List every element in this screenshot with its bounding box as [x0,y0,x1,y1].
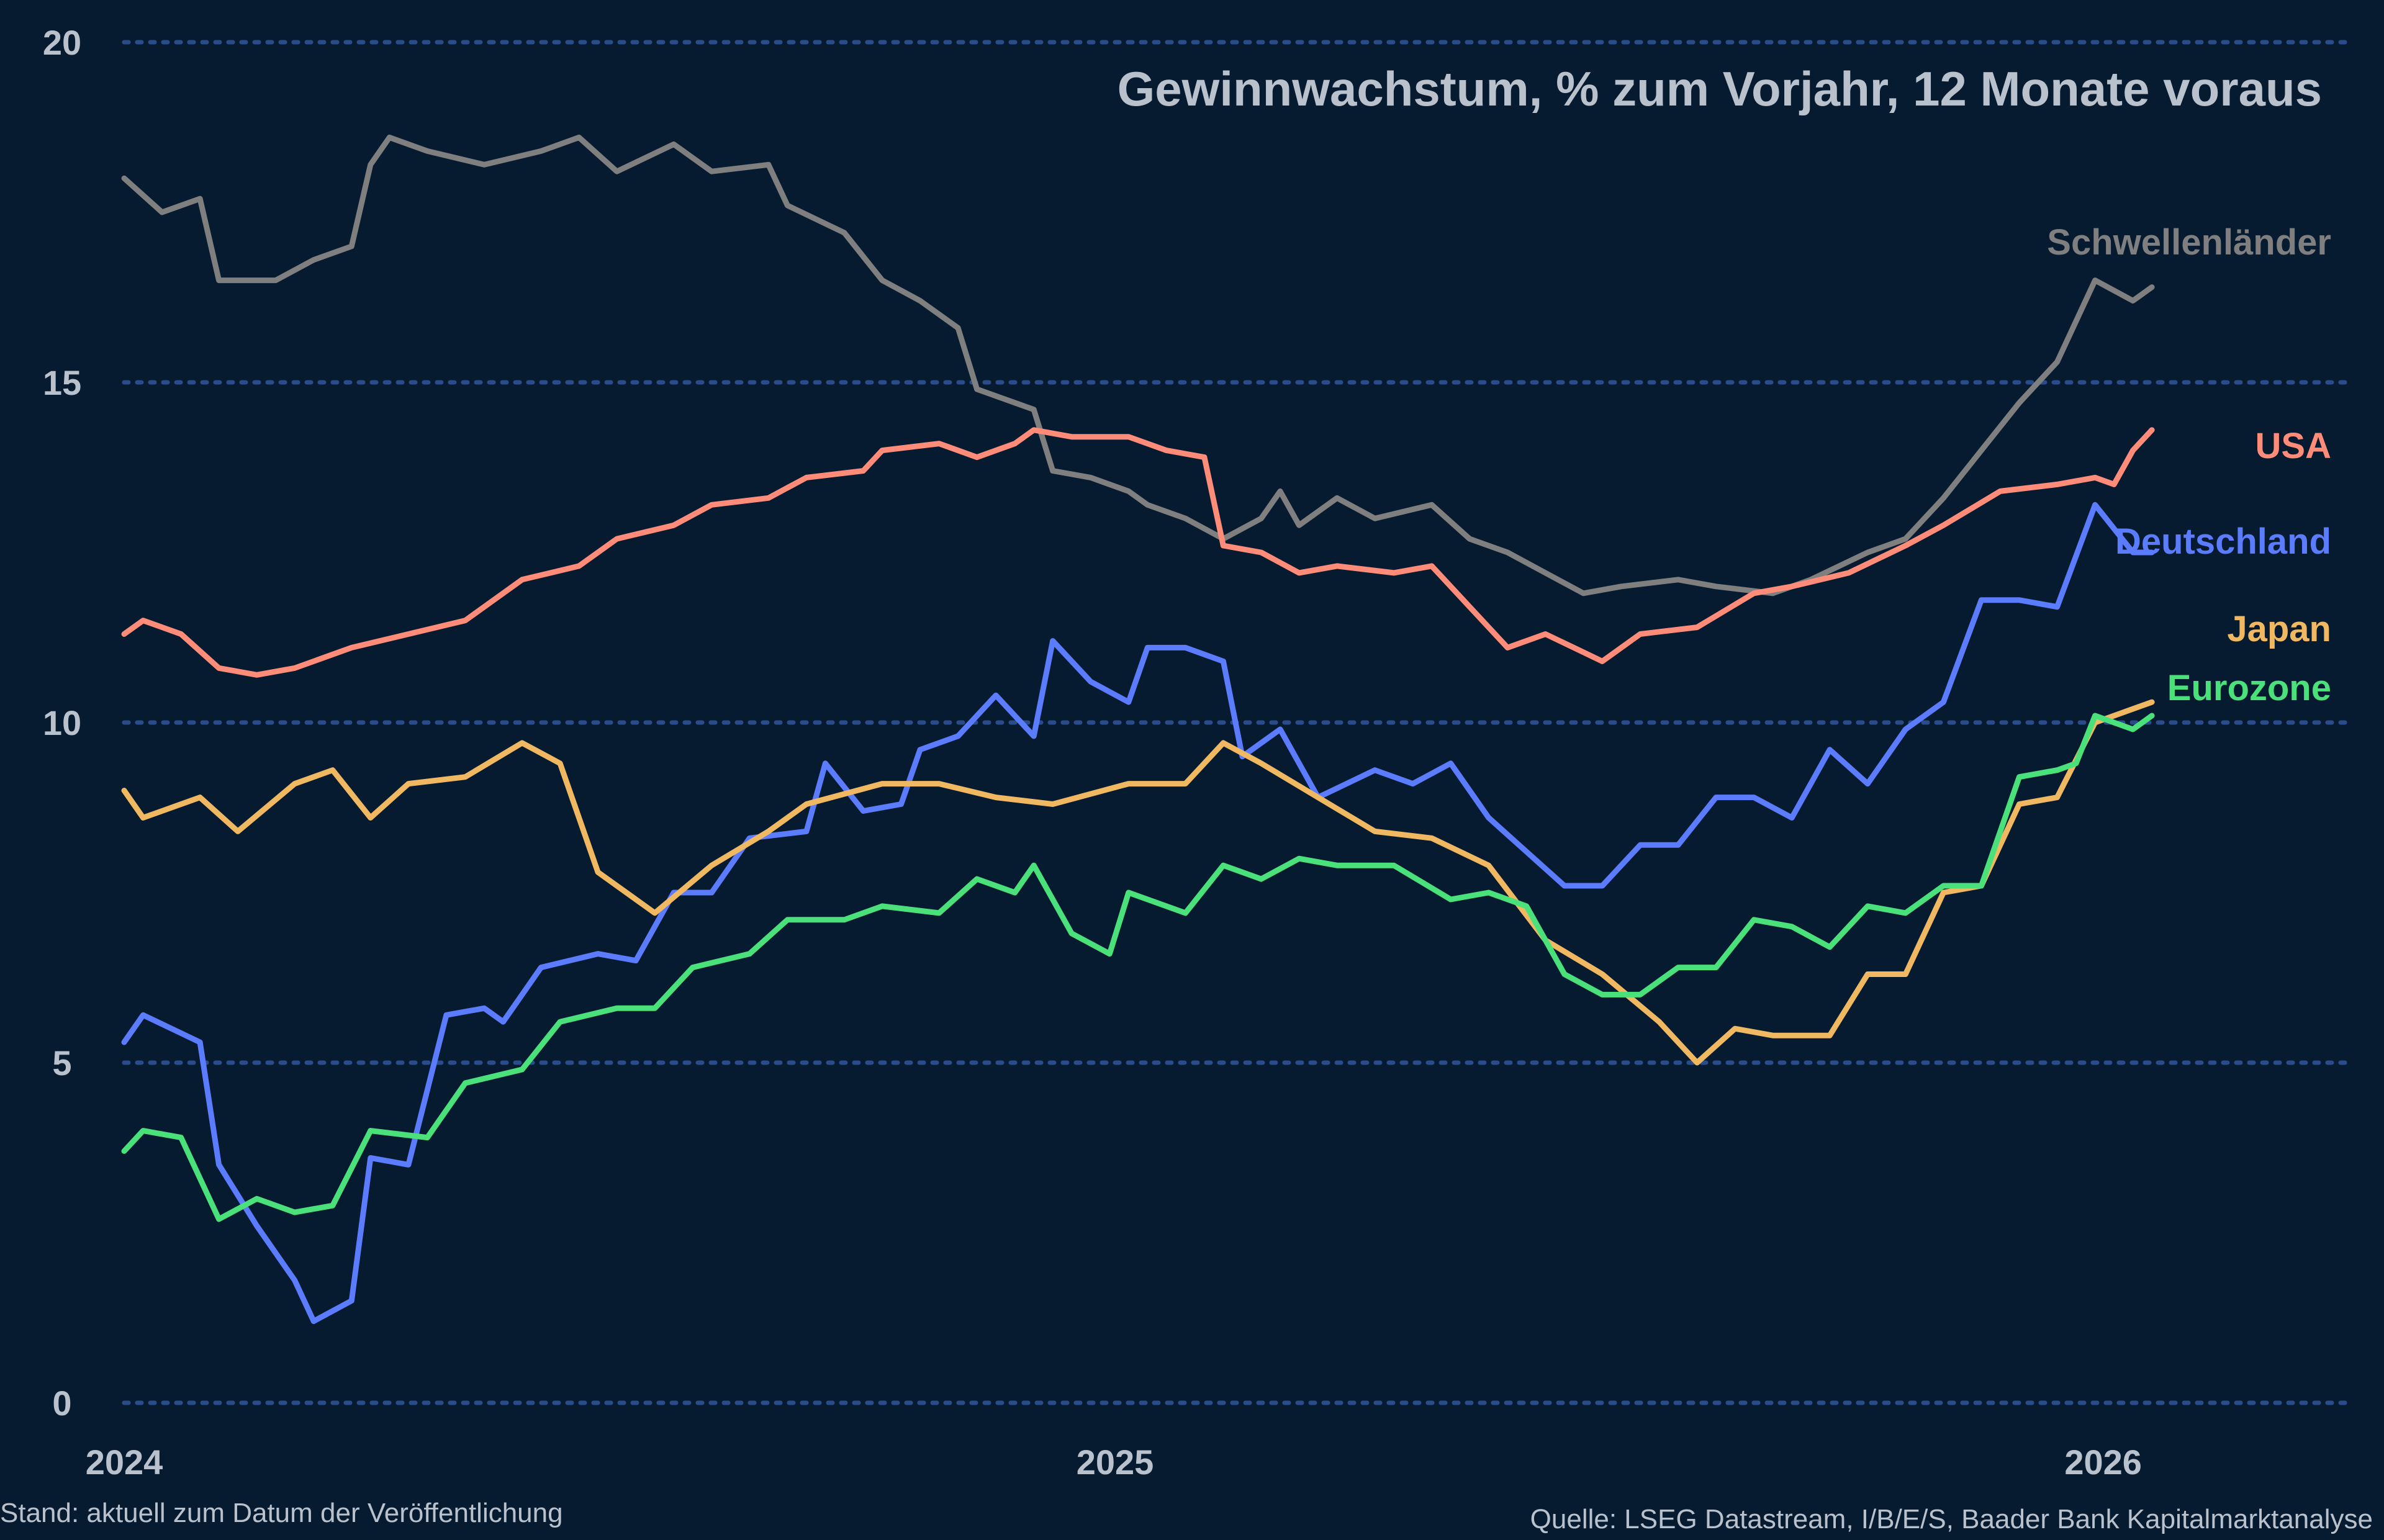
series-lines [121,134,2155,1324]
y-tick-label-0: 0 [52,1384,71,1423]
x-tick-label-2025: 2025 [1077,1443,1154,1482]
series-labels: Schwellenländer USA Deutschland Japan Eurozo… [2047,222,2331,708]
y-tick-label-5: 5 [52,1043,71,1083]
x-axis-tick-labels: 2024 2025 2026 [86,1443,2142,1482]
series-label-schwellenl-nder: Schwellenländer [2047,222,2331,263]
series-line-deutschland [121,502,2155,1324]
x-tick-label-2024: 2024 [86,1443,163,1482]
series-line-japan [121,699,2155,1066]
series-label-eurozone: Eurozone [2167,668,2331,708]
series-label-usa: USA [2255,426,2331,466]
series-line-eurozone [121,713,2155,1222]
series-line-usa [121,427,2155,678]
series-line-schwellenl-nder [121,134,2155,597]
footer-source: Quelle: LSEG Datastream, I/B/E/S, Baader… [1530,1504,2373,1534]
y-axis-tick-labels: 0 5 10 15 20 [43,23,81,1423]
footer-stand: Stand: aktuell zum Datum der Veröffentli… [0,1498,563,1528]
y-tick-label-20: 20 [43,23,81,62]
chart-title: Gewinnwachstum, % zum Vorjahr, 12 Monate… [1118,61,2322,116]
x-tick-label-2026: 2026 [2064,1443,2142,1482]
y-tick-label-15: 15 [43,363,81,402]
series-label-japan: Japan [2227,609,2331,649]
series-label-deutschland: Deutschland [2115,521,2331,562]
y-tick-label-10: 10 [43,703,81,742]
